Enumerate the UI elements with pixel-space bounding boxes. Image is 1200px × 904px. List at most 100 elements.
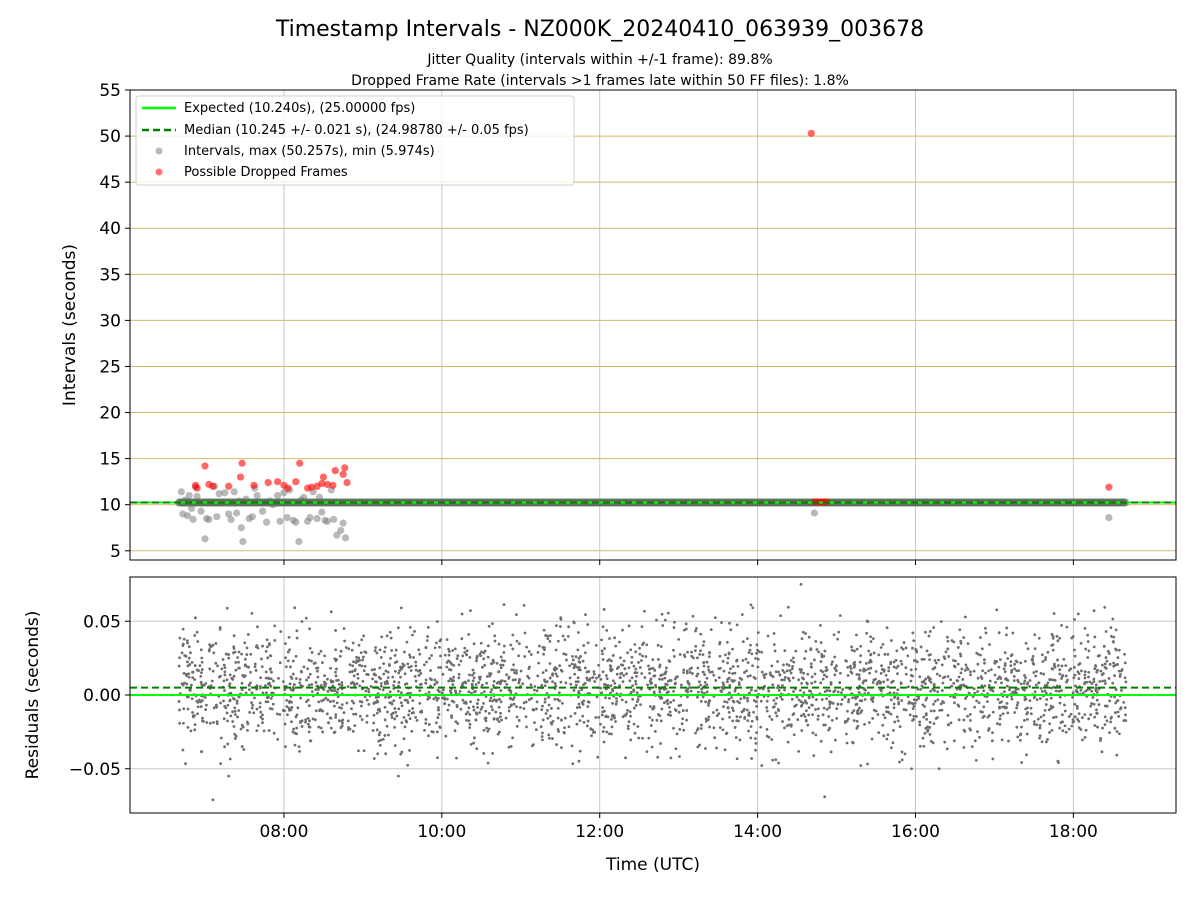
residual-point bbox=[460, 683, 464, 687]
dropped-frame-point bbox=[319, 473, 328, 481]
residual-point bbox=[594, 643, 598, 647]
residual-point bbox=[337, 682, 341, 686]
residual-point bbox=[1025, 718, 1029, 721]
residual-point bbox=[1011, 690, 1015, 694]
residual-point bbox=[413, 630, 416, 633]
residual-point bbox=[524, 715, 528, 719]
residual-point bbox=[976, 690, 979, 693]
residual-point bbox=[787, 718, 791, 721]
residual-point bbox=[306, 717, 310, 720]
residual-point bbox=[944, 650, 948, 654]
residual-point bbox=[564, 681, 568, 685]
residual-point bbox=[1083, 670, 1087, 673]
residual-point bbox=[813, 672, 817, 676]
residual-point bbox=[556, 698, 560, 701]
residual-point bbox=[335, 667, 338, 671]
residual-point bbox=[197, 669, 200, 673]
residual-point bbox=[659, 719, 663, 723]
residual-point bbox=[1002, 667, 1006, 671]
residual-point bbox=[353, 683, 356, 687]
residual-point bbox=[403, 725, 407, 729]
residual-point bbox=[637, 736, 641, 740]
residual-point bbox=[661, 624, 665, 627]
residual-point bbox=[828, 702, 832, 706]
residual-point bbox=[876, 713, 880, 716]
residual-point bbox=[1086, 640, 1090, 643]
residual-point bbox=[578, 749, 582, 753]
residual-point bbox=[1014, 691, 1018, 695]
residual-point bbox=[933, 659, 937, 662]
residual-point bbox=[810, 703, 814, 707]
dropped-frame-point bbox=[238, 459, 246, 467]
residual-point bbox=[426, 697, 430, 701]
residual-point bbox=[1072, 720, 1076, 724]
residual-point bbox=[937, 658, 940, 662]
residual-point bbox=[228, 698, 232, 702]
residual-point bbox=[797, 678, 801, 682]
residual-point bbox=[655, 618, 658, 622]
residual-point bbox=[1101, 726, 1104, 730]
residual-point bbox=[232, 645, 236, 649]
residual-point bbox=[178, 721, 182, 725]
residual-point bbox=[976, 730, 979, 734]
residual-point bbox=[418, 689, 422, 692]
residual-point bbox=[659, 645, 663, 648]
residual-point bbox=[1029, 712, 1033, 716]
residual-point bbox=[329, 666, 332, 670]
residual-point bbox=[1018, 733, 1022, 737]
residual-point bbox=[696, 666, 700, 670]
residuals-ytick-label: 0.00 bbox=[83, 686, 121, 706]
residual-point bbox=[1050, 728, 1054, 732]
residual-point bbox=[427, 734, 430, 738]
residual-point bbox=[273, 624, 277, 628]
residual-point bbox=[208, 721, 212, 725]
residual-point bbox=[366, 673, 370, 677]
residual-point bbox=[568, 664, 572, 668]
residual-point bbox=[812, 754, 816, 758]
residual-point bbox=[864, 668, 868, 672]
residual-point bbox=[1111, 681, 1115, 685]
residual-point bbox=[690, 650, 694, 654]
residual-point bbox=[361, 679, 365, 683]
intervals-axes-frame bbox=[129, 89, 1177, 561]
interval-point bbox=[232, 509, 241, 517]
residual-point bbox=[224, 652, 228, 656]
residual-point bbox=[611, 654, 615, 657]
residual-point bbox=[414, 716, 417, 719]
residual-point bbox=[830, 662, 833, 666]
dropped-frame-point bbox=[1105, 483, 1113, 491]
residual-point bbox=[869, 640, 873, 643]
residual-point bbox=[802, 691, 806, 695]
residual-point bbox=[563, 716, 567, 720]
residual-point bbox=[871, 716, 875, 720]
residual-point bbox=[887, 669, 891, 673]
residual-point bbox=[660, 612, 664, 616]
residual-point bbox=[430, 730, 434, 734]
residual-point bbox=[852, 665, 856, 669]
residual-point bbox=[654, 685, 658, 689]
residual-point bbox=[358, 663, 361, 667]
legend-dropped-label: Possible Dropped Frames bbox=[184, 165, 348, 180]
residual-point bbox=[400, 721, 404, 725]
residual-point bbox=[1043, 708, 1047, 712]
residual-point bbox=[248, 710, 252, 714]
residual-point bbox=[249, 652, 253, 656]
residual-point bbox=[647, 736, 651, 740]
residual-point bbox=[424, 678, 428, 682]
residual-point bbox=[488, 672, 491, 675]
residual-point bbox=[790, 667, 794, 671]
residual-point bbox=[381, 688, 385, 692]
residual-point bbox=[310, 683, 314, 686]
residual-point bbox=[900, 662, 904, 666]
residual-point bbox=[883, 652, 887, 656]
residual-point bbox=[219, 674, 222, 678]
residual-point bbox=[464, 702, 468, 705]
residual-point bbox=[1073, 618, 1076, 621]
residual-point bbox=[837, 630, 841, 634]
residual-point bbox=[1003, 651, 1007, 655]
residual-point bbox=[492, 717, 496, 721]
residual-point bbox=[739, 697, 743, 701]
residual-point bbox=[450, 662, 454, 666]
residual-point bbox=[1092, 609, 1096, 613]
residual-point bbox=[261, 644, 264, 648]
